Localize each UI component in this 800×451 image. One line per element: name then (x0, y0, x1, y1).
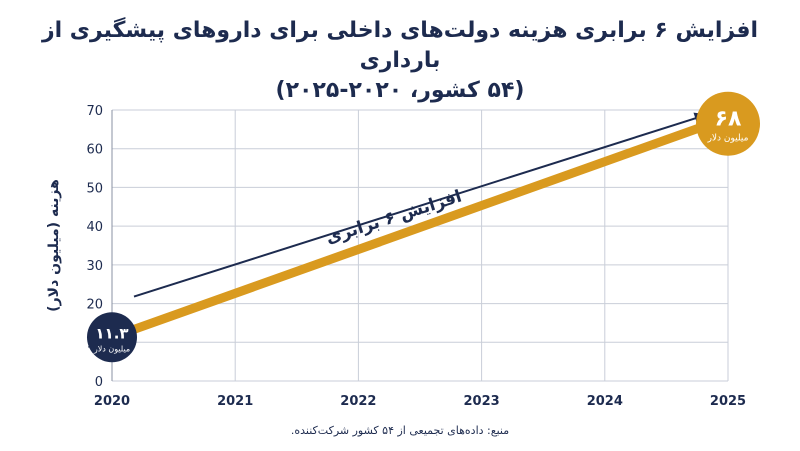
start-value-label: ۱۱.۳ (95, 324, 128, 342)
x-tick-label: 2023 (464, 394, 500, 409)
y-axis-title: هزینه (میلیون دلار) (46, 179, 62, 312)
y-tick-label: 50 (86, 181, 103, 196)
chart-title: افزایش ۶ برابری هزینه دولت‌های داخلی برا… (20, 16, 780, 106)
y-tick-label: 60 (86, 143, 103, 158)
source-note: منبع: داده‌های تجمیعی از ۵۴ کشور شرکت‌کن… (290, 424, 510, 437)
chart-subtitle: (۵۴ کشور، ۲۰۲۰-۲۰۲۵) (275, 78, 525, 103)
x-tick-label: 2022 (340, 394, 376, 409)
x-tick-label: 2024 (587, 394, 623, 409)
trend-arrow-shaft (133, 115, 703, 298)
y-tick-label: 40 (86, 220, 103, 235)
y-tick-label: 0 (95, 375, 103, 390)
start-value-marker (87, 312, 137, 363)
x-tick-label: 2021 (217, 394, 253, 409)
end-unit-label: میلیون دلار (707, 134, 749, 144)
x-tick-label: 2020 (94, 394, 130, 409)
y-tick-label: 20 (86, 298, 103, 313)
y-tick-label: 70 (86, 104, 103, 119)
series-line (107, 113, 733, 342)
end-value-label: ۶۸ (715, 107, 742, 132)
y-tick-label: 30 (86, 259, 103, 274)
x-tick-label: 2025 (710, 394, 746, 409)
chart-title-line-1: افزایش ۶ برابری هزینه دولت‌های داخلی برا… (41, 18, 759, 73)
start-unit-label: میلیون دلار (93, 344, 130, 353)
end-value-marker (696, 91, 760, 156)
